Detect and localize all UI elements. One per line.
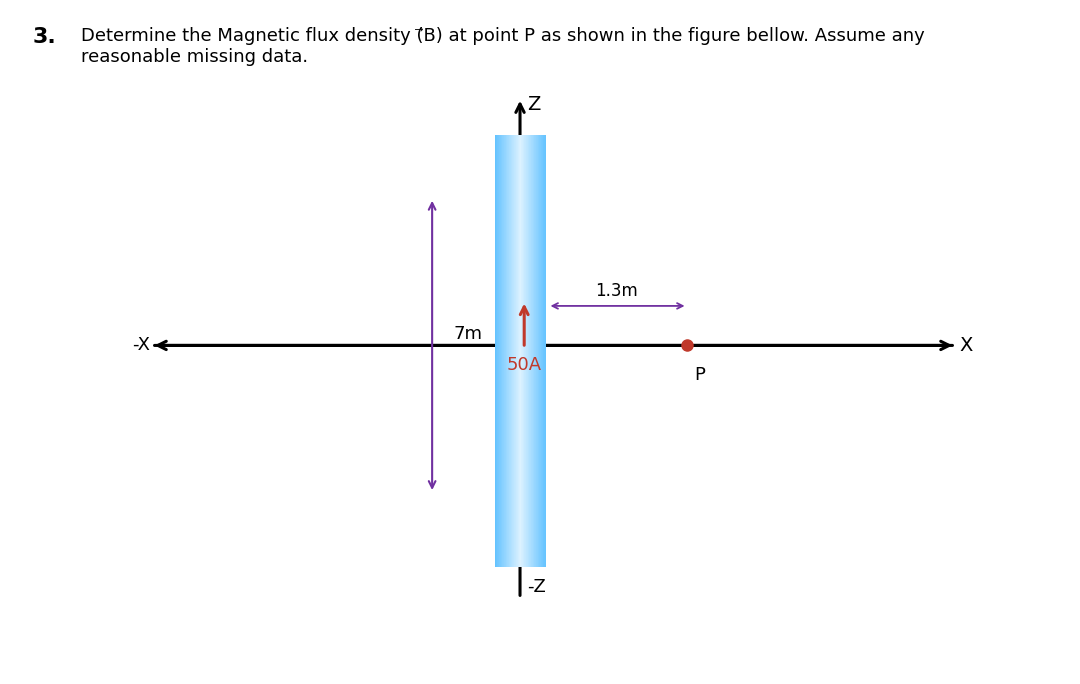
- Bar: [500, 135, 502, 566]
- Bar: [543, 135, 544, 566]
- Bar: [534, 135, 536, 566]
- Bar: [515, 135, 517, 566]
- Bar: [496, 135, 497, 566]
- Bar: [515, 135, 516, 566]
- Bar: [535, 135, 536, 566]
- Bar: [528, 135, 529, 566]
- Bar: [517, 135, 519, 566]
- Bar: [503, 135, 504, 566]
- Text: Determine the Magnetic flux density (⃗B) at point P as shown in the figure bello: Determine the Magnetic flux density (⃗B)…: [81, 27, 924, 66]
- Bar: [526, 135, 528, 566]
- Bar: [514, 135, 516, 566]
- Bar: [530, 135, 532, 566]
- Bar: [513, 135, 514, 566]
- Bar: [514, 135, 515, 566]
- Bar: [498, 135, 499, 566]
- Bar: [541, 135, 542, 566]
- Text: 1.3m: 1.3m: [595, 282, 637, 300]
- Text: -Z: -Z: [527, 577, 545, 596]
- Bar: [507, 135, 509, 566]
- Bar: [501, 135, 502, 566]
- Bar: [509, 135, 510, 566]
- Bar: [503, 135, 505, 566]
- Bar: [516, 135, 517, 566]
- Bar: [532, 135, 534, 566]
- Bar: [536, 135, 537, 566]
- Bar: [522, 135, 523, 566]
- Bar: [507, 135, 508, 566]
- Bar: [510, 135, 512, 566]
- Bar: [512, 135, 513, 566]
- Bar: [544, 135, 546, 566]
- Text: 3.: 3.: [32, 27, 56, 47]
- Bar: [526, 135, 527, 566]
- Bar: [499, 135, 500, 566]
- Bar: [521, 135, 522, 566]
- Bar: [502, 135, 503, 566]
- Bar: [527, 135, 529, 566]
- Bar: [496, 135, 498, 566]
- Bar: [534, 135, 535, 566]
- Bar: [502, 135, 504, 566]
- Bar: [532, 135, 534, 566]
- Bar: [517, 135, 518, 566]
- Text: -X: -X: [132, 337, 150, 354]
- Bar: [540, 135, 541, 566]
- Text: P: P: [694, 367, 705, 384]
- Bar: [537, 135, 538, 566]
- Bar: [511, 135, 513, 566]
- Bar: [500, 135, 501, 566]
- Bar: [497, 135, 498, 566]
- Bar: [511, 135, 512, 566]
- Bar: [525, 135, 526, 566]
- Text: X: X: [959, 336, 973, 355]
- Bar: [539, 135, 540, 566]
- Bar: [529, 135, 531, 566]
- Bar: [499, 135, 501, 566]
- Bar: [544, 135, 545, 566]
- Bar: [541, 135, 543, 566]
- Bar: [504, 135, 505, 566]
- Bar: [540, 135, 541, 566]
- Bar: [510, 135, 511, 566]
- Bar: [518, 135, 521, 566]
- Bar: [527, 135, 528, 566]
- Bar: [542, 135, 543, 566]
- Text: 50A: 50A: [507, 356, 542, 374]
- Bar: [521, 135, 522, 566]
- Bar: [522, 135, 524, 566]
- Bar: [535, 135, 537, 566]
- Bar: [505, 135, 507, 566]
- Bar: [538, 135, 539, 566]
- Bar: [513, 135, 514, 566]
- Bar: [537, 135, 539, 566]
- Bar: [498, 135, 500, 566]
- Bar: [529, 135, 530, 566]
- Bar: [508, 135, 510, 566]
- Bar: [495, 135, 497, 566]
- Text: Z: Z: [527, 95, 540, 114]
- Bar: [538, 135, 540, 566]
- Bar: [505, 135, 507, 566]
- Bar: [519, 135, 521, 566]
- Bar: [518, 135, 519, 566]
- Bar: [542, 135, 544, 566]
- Bar: [530, 135, 531, 566]
- Bar: [523, 135, 524, 566]
- Bar: [531, 135, 532, 566]
- Bar: [525, 135, 527, 566]
- Text: 7m: 7m: [454, 325, 482, 343]
- Bar: [524, 135, 525, 566]
- Bar: [523, 135, 525, 566]
- Bar: [508, 135, 509, 566]
